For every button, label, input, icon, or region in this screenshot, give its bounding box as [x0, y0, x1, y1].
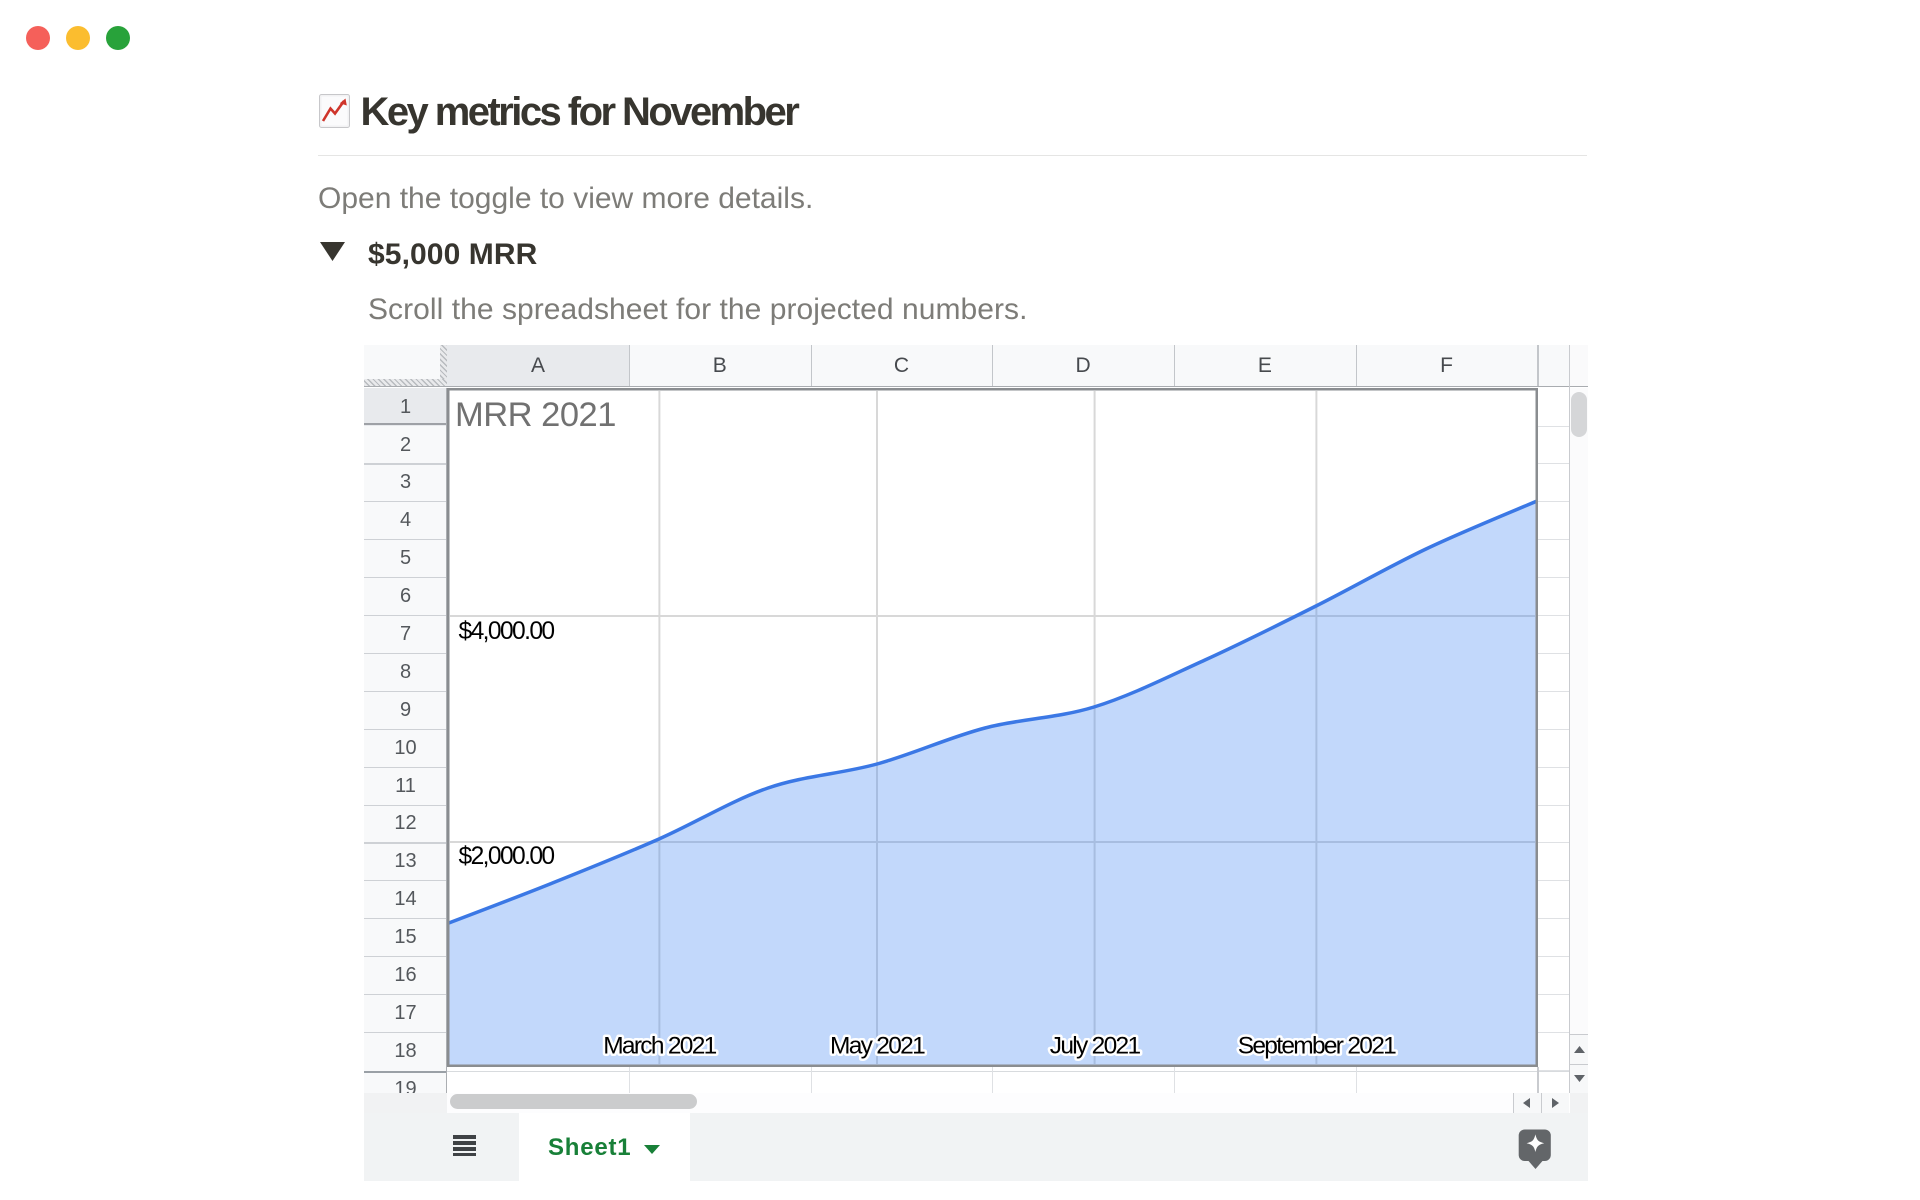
svg-text:July 2021: July 2021 [1050, 1033, 1141, 1060]
svg-text:$2,000.00: $2,000.00 [459, 843, 555, 870]
svg-text:$4,000.00: $4,000.00 [459, 618, 555, 645]
svg-text:MRR 2021: MRR 2021 [455, 396, 616, 434]
svg-text:May 2021: May 2021 [830, 1033, 925, 1060]
svg-text:March 2021: March 2021 [603, 1033, 716, 1060]
svg-text:September 2021: September 2021 [1238, 1033, 1396, 1060]
